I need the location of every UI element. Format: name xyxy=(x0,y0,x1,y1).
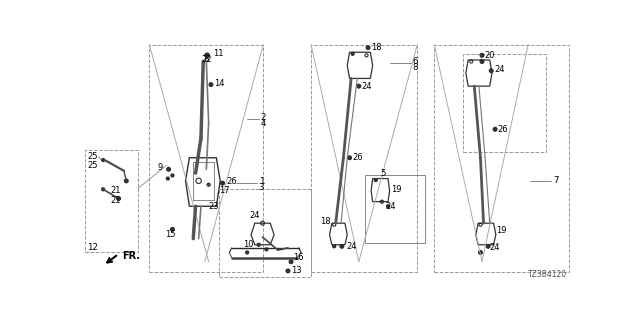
Text: 9: 9 xyxy=(157,163,163,172)
Text: TZ3B4120: TZ3B4120 xyxy=(527,270,566,279)
Text: 21: 21 xyxy=(110,196,120,204)
Circle shape xyxy=(493,127,497,131)
Text: 4: 4 xyxy=(260,119,266,128)
Text: 23: 23 xyxy=(209,202,220,211)
Circle shape xyxy=(480,53,484,57)
Circle shape xyxy=(351,52,354,55)
Circle shape xyxy=(486,244,490,248)
Bar xyxy=(311,44,417,272)
Circle shape xyxy=(340,244,344,248)
Text: 11: 11 xyxy=(213,49,224,58)
Bar xyxy=(149,44,263,272)
Text: 19: 19 xyxy=(391,185,402,194)
Text: 26: 26 xyxy=(353,153,364,162)
Text: 13: 13 xyxy=(291,267,301,276)
Circle shape xyxy=(205,53,209,58)
Text: 24: 24 xyxy=(490,243,500,252)
Circle shape xyxy=(221,181,225,185)
Circle shape xyxy=(265,248,268,251)
Bar xyxy=(219,188,311,277)
Text: 3: 3 xyxy=(259,182,264,191)
Text: 24: 24 xyxy=(362,82,372,91)
Text: 24: 24 xyxy=(386,202,396,211)
Text: 26: 26 xyxy=(497,125,508,134)
Text: 25: 25 xyxy=(87,152,97,162)
Text: 16: 16 xyxy=(293,253,304,262)
Circle shape xyxy=(124,179,128,183)
Text: 19: 19 xyxy=(496,227,506,236)
Circle shape xyxy=(380,200,383,203)
Circle shape xyxy=(207,183,210,186)
Text: 20: 20 xyxy=(484,51,495,60)
Text: FR.: FR. xyxy=(122,251,140,261)
Text: 24: 24 xyxy=(250,211,260,220)
Circle shape xyxy=(374,179,378,182)
Text: 24: 24 xyxy=(346,242,357,251)
Circle shape xyxy=(490,69,493,73)
Text: 5: 5 xyxy=(380,169,386,178)
Text: 25: 25 xyxy=(87,161,97,170)
Text: 14: 14 xyxy=(214,78,225,88)
Text: 26: 26 xyxy=(227,177,237,186)
Text: 21: 21 xyxy=(110,186,120,195)
Circle shape xyxy=(116,196,120,201)
Text: 22: 22 xyxy=(202,55,212,64)
Circle shape xyxy=(166,167,170,171)
Text: 15: 15 xyxy=(164,230,175,239)
Circle shape xyxy=(171,174,174,177)
Text: 7: 7 xyxy=(553,176,558,185)
Text: 10: 10 xyxy=(243,240,254,249)
Circle shape xyxy=(286,269,290,273)
Circle shape xyxy=(257,243,260,246)
Text: 8: 8 xyxy=(413,63,418,72)
Circle shape xyxy=(246,251,249,254)
Text: 18: 18 xyxy=(320,217,331,226)
Circle shape xyxy=(480,60,484,63)
Circle shape xyxy=(366,46,370,50)
Circle shape xyxy=(289,260,293,264)
Circle shape xyxy=(333,245,336,248)
Text: 17: 17 xyxy=(219,186,229,195)
Circle shape xyxy=(348,156,351,160)
Bar xyxy=(463,54,546,152)
Text: 18: 18 xyxy=(371,43,381,52)
Circle shape xyxy=(209,83,213,86)
Circle shape xyxy=(357,84,361,88)
Circle shape xyxy=(102,188,105,191)
Bar xyxy=(435,44,569,272)
Circle shape xyxy=(479,251,483,254)
Text: 12: 12 xyxy=(87,243,98,252)
Text: 6: 6 xyxy=(413,57,418,66)
Text: 24: 24 xyxy=(494,65,505,74)
Circle shape xyxy=(102,158,105,162)
Circle shape xyxy=(387,205,390,208)
Circle shape xyxy=(170,228,174,231)
Text: 1: 1 xyxy=(259,177,264,186)
Circle shape xyxy=(166,177,170,180)
Bar xyxy=(86,150,138,252)
Text: 2: 2 xyxy=(260,113,266,122)
Bar xyxy=(365,175,425,243)
